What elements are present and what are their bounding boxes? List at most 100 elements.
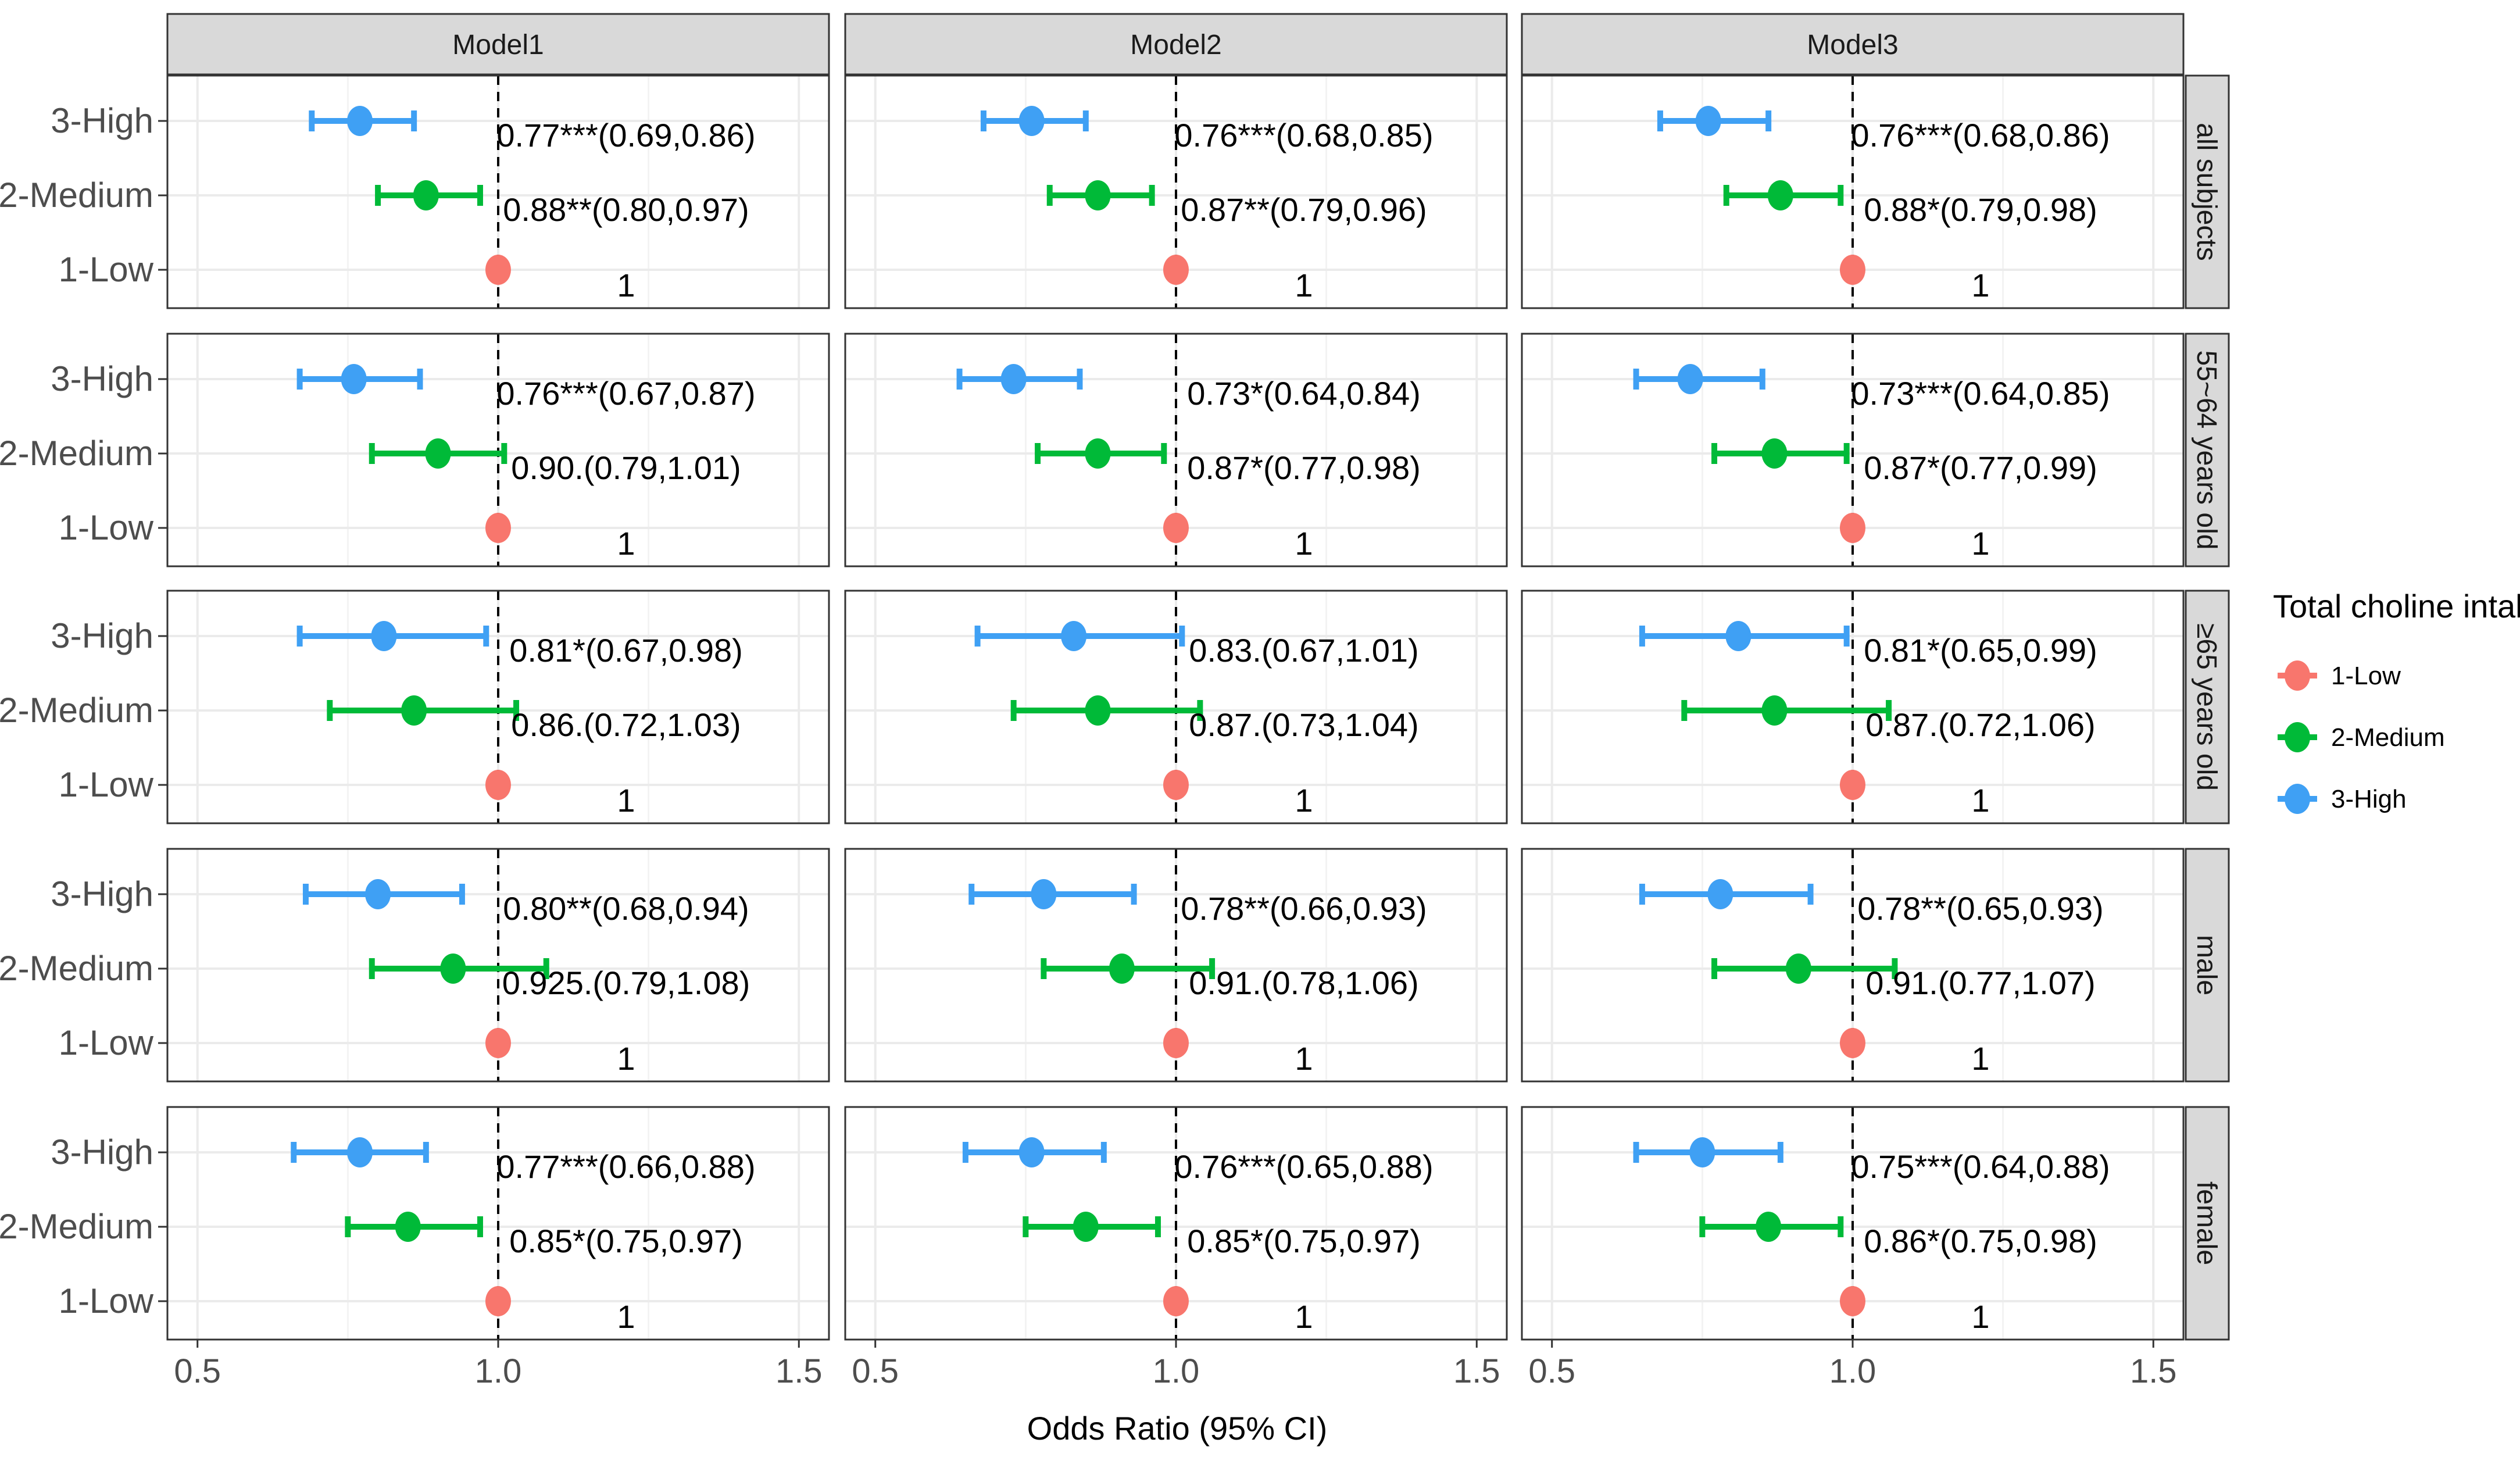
point-2-medium: [1761, 695, 1788, 726]
point-2-medium: [1785, 954, 1811, 984]
estimate-label-2-medium: 0.87*(0.77,0.99): [1864, 449, 2097, 486]
point-1-low: [485, 513, 511, 543]
x-tick-label: 0.5: [1528, 1352, 1575, 1390]
y-tick-label-3-high: 3-High: [51, 616, 153, 655]
y-tick-label-1-low: 1-Low: [59, 1281, 154, 1320]
point-3-high: [341, 364, 367, 394]
point-3-high: [1018, 106, 1045, 136]
panel-border: [1521, 333, 2185, 567]
point-3-high: [1061, 621, 1087, 651]
point-3-high: [1000, 364, 1027, 394]
strip-model2: [844, 13, 1508, 76]
point-1-low: [1163, 1028, 1189, 1058]
panel-r1-c1: 0.73*(0.64,0.84) 0.87*(0.77,0.98) 1: [844, 333, 1508, 567]
y-tick-label-1-low: 1-Low: [59, 250, 154, 289]
estimate-label-2-medium: 0.85*(0.75,0.97): [1187, 1223, 1421, 1259]
row-strip-all-subjects: [2185, 74, 2230, 309]
x-tick-label: 1.5: [775, 1352, 823, 1390]
estimate-label-3-high: 0.76***(0.67,0.87): [496, 375, 755, 412]
panel-r2-c1: 0.83.(0.67,1.01) 0.87.(0.73,1.04) 1: [844, 590, 1508, 824]
legend-item-2-medium: 2-Medium: [2278, 722, 2445, 752]
estimate-label-2-medium: 0.925.(0.79,1.08): [502, 965, 750, 1001]
panel-r3-c0: 0.80**(0.68,0.94) 0.925.(0.79,1.08) 1: [166, 848, 830, 1083]
legend-label: 2-Medium: [2331, 723, 2445, 752]
panel-border: [844, 848, 1508, 1083]
estimate-label-1-low: 1: [1295, 267, 1313, 303]
estimate-label-2-medium: 0.87.(0.73,1.04): [1189, 706, 1418, 743]
x-tick-label: 0.5: [852, 1352, 899, 1390]
point-3-high: [365, 879, 391, 909]
panel-border: [1521, 848, 2185, 1083]
panel-r0-c1: 0.76***(0.68,0.85) 0.87**(0.79,0.96) 1: [844, 74, 1508, 309]
row-strip-label-55-64-years-old: 55~64 years old: [2191, 351, 2222, 550]
estimate-label-2-medium: 0.91.(0.78,1.06): [1189, 965, 1418, 1001]
panel-border: [844, 333, 1508, 567]
point-1-low: [485, 1286, 511, 1316]
point-1-low: [485, 255, 511, 285]
legend-title: Total choline intake: [2273, 588, 2520, 624]
panel-r3-c2: 0.78**(0.65,0.93) 0.91.(0.77,1.07) 1: [1521, 848, 2185, 1083]
panel-r0-c2: 0.76***(0.68,0.86) 0.88*(0.79,0.98) 1: [1521, 74, 2185, 309]
estimate-label-3-high: 0.81*(0.65,0.99): [1864, 632, 2097, 669]
point-3-high: [1695, 106, 1721, 136]
row-strip-label-female: female: [2191, 1181, 2222, 1265]
point-1-low: [1840, 770, 1865, 800]
point-2-medium: [395, 1212, 421, 1242]
panel-border: [166, 74, 830, 309]
panel-border: [844, 74, 1508, 309]
panel-r2-c2: 0.81*(0.65,0.99) 0.87.(0.72,1.06) 1: [1521, 590, 2185, 824]
strip-model1: [166, 13, 830, 76]
estimate-label-1-low: 1: [1295, 1040, 1313, 1077]
estimate-label-1-low: 1: [1971, 1040, 1989, 1077]
estimate-label-3-high: 0.78**(0.66,0.93): [1181, 890, 1427, 927]
y-tick-label-2-medium: 2-Medium: [0, 1207, 153, 1246]
panels-layer: 0.77***(0.69,0.86)0.88**(0.80,0.97)10.76…: [166, 74, 2185, 1341]
point-3-high: [347, 1137, 373, 1167]
y-tick-label-1-low: 1-Low: [59, 508, 154, 547]
strips-layer: Model1 Model2 Model3 all subjects 55~64 year…: [166, 13, 2230, 1341]
point-1-low: [1840, 513, 1865, 543]
estimate-label-2-medium: 0.88**(0.80,0.97): [503, 191, 749, 228]
legend-label: 1-Low: [2331, 662, 2401, 690]
point-2-medium: [440, 954, 466, 984]
legend-item-1-low: 1-Low: [2278, 660, 2401, 691]
x-tick-label: 1.5: [1453, 1352, 1500, 1390]
estimate-label-2-medium: 0.86.(0.72,1.03): [511, 706, 741, 743]
x-axis-title: Odds Ratio (95% CI): [1027, 1410, 1328, 1447]
x-tick-label: 1.5: [2130, 1352, 2177, 1390]
point-3-high: [371, 621, 397, 651]
point-1-low: [1163, 255, 1189, 285]
estimate-label-2-medium: 0.88*(0.79,0.98): [1864, 191, 2097, 228]
legend-key-point: [2285, 784, 2310, 814]
y-tick-label-3-high: 3-High: [51, 1133, 153, 1172]
panel-r0-c0: 0.77***(0.69,0.86) 0.88**(0.80,0.97) 1: [166, 74, 830, 309]
panel-r4-c1: 0.76***(0.65,0.88) 0.85*(0.75,0.97) 1: [844, 1106, 1508, 1341]
estimate-label-3-high: 0.77***(0.66,0.88): [496, 1148, 755, 1185]
point-3-high: [1689, 1137, 1715, 1167]
y-tick-label-2-medium: 2-Medium: [0, 949, 153, 988]
panel-border: [166, 590, 830, 824]
legend-key-point: [2285, 722, 2310, 752]
strip-label-model2: Model2: [1130, 30, 1221, 60]
estimate-label-3-high: 0.77***(0.69,0.86): [496, 117, 755, 153]
estimate-label-1-low: 1: [617, 267, 635, 303]
estimate-label-3-high: 0.73*(0.64,0.84): [1187, 375, 1421, 412]
estimate-label-2-medium: 0.87*(0.77,0.98): [1187, 449, 1421, 486]
estimate-label-2-medium: 0.91.(0.77,1.07): [1865, 965, 2095, 1001]
point-2-medium: [1109, 954, 1135, 984]
panel-r4-c2: 0.75***(0.64,0.88) 0.86*(0.75,0.98) 1: [1521, 1106, 2185, 1341]
row-strip-male: [2185, 848, 2230, 1083]
estimate-label-2-medium: 0.87**(0.79,0.96): [1181, 191, 1427, 228]
estimate-label-2-medium: 0.90.(0.79,1.01): [511, 449, 741, 486]
point-1-low: [1840, 1028, 1865, 1058]
legend: Total choline intake 1-Low 2-Medium 3-High: [2273, 588, 2520, 814]
y-tick-label-2-medium: 2-Medium: [0, 176, 153, 215]
point-3-high: [1677, 364, 1703, 394]
estimate-label-1-low: 1: [1971, 267, 1989, 303]
estimate-label-2-medium: 0.86*(0.75,0.98): [1864, 1223, 2097, 1259]
estimate-label-3-high: 0.76***(0.68,0.85): [1174, 117, 1433, 153]
point-1-low: [1163, 513, 1189, 543]
panel-border: [166, 848, 830, 1083]
estimate-label-3-high: 0.73***(0.64,0.85): [1851, 375, 2110, 412]
